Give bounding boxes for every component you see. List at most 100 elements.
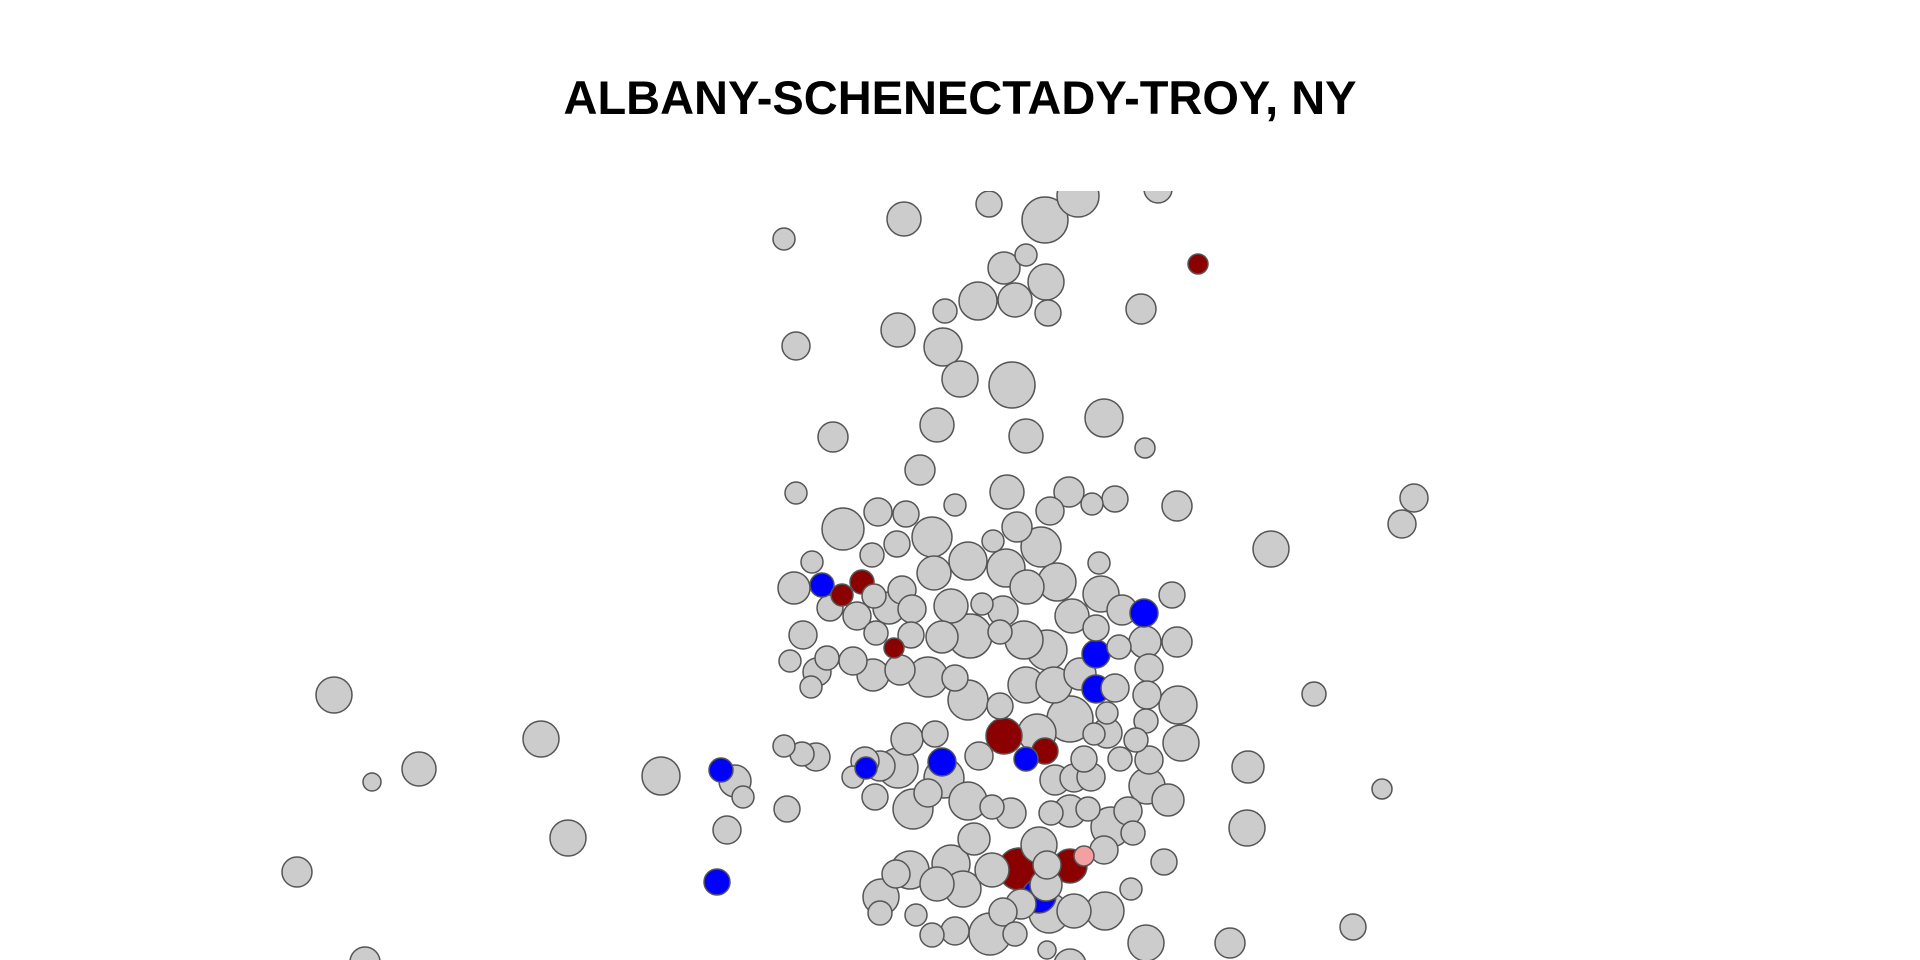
bubble-neutral: [1014, 243, 1038, 267]
bubble-neutral: [867, 900, 893, 926]
bubble-neutral: [916, 555, 952, 591]
bubble-neutral: [731, 785, 755, 809]
bubble-neutral: [1054, 598, 1090, 634]
bubble-neutral: [964, 741, 994, 771]
bubble-neutral: [1158, 685, 1198, 725]
bubble-neutral: [362, 772, 382, 792]
bubble-neutral: [911, 516, 953, 558]
bubble-neutral: [781, 331, 811, 361]
bubble-neutral: [1100, 673, 1130, 703]
bubble-neutral: [957, 822, 991, 856]
bubble-neutral: [315, 676, 353, 714]
bubble-neutral: [1371, 778, 1393, 800]
bubble-neutral: [281, 856, 313, 888]
bubble-neutral: [1119, 877, 1143, 901]
bubble-neutral: [1106, 634, 1132, 660]
bubble-neutral: [1035, 496, 1065, 526]
bubble-neutral: [772, 734, 796, 758]
bubble-neutral: [892, 500, 920, 528]
bubble-neutral: [861, 783, 889, 811]
bubble-neutral: [1002, 921, 1028, 947]
bubble-blue: [703, 868, 731, 896]
bubble-neutral: [958, 281, 998, 321]
bubble-neutral: [1151, 783, 1185, 817]
bubble-neutral: [1080, 492, 1104, 516]
bubble-neutral: [1054, 948, 1086, 960]
bubble-neutral: [1150, 848, 1178, 876]
bubble-neutral: [943, 493, 967, 517]
bubble-neutral: [799, 675, 823, 699]
bubble-neutral: [913, 778, 943, 808]
bubble-neutral: [863, 497, 893, 527]
bubble-neutral: [777, 571, 811, 605]
bubble-light-red: [1073, 845, 1095, 867]
bubble-neutral: [1053, 476, 1085, 508]
bubble-neutral: [1387, 509, 1417, 539]
bubble-blue: [708, 757, 734, 783]
bubble-neutral: [997, 282, 1033, 318]
bubble-neutral: [919, 866, 955, 902]
bubble-neutral: [970, 592, 994, 616]
bubble-neutral: [1252, 530, 1290, 568]
bubble-neutral: [1082, 722, 1106, 746]
bubble-neutral: [778, 649, 802, 673]
bubble-neutral: [1009, 569, 1045, 605]
bubble-neutral: [842, 601, 872, 631]
bubble-dark-red: [1187, 253, 1209, 275]
bubble-neutral: [1075, 796, 1101, 822]
bubble-neutral: [1021, 196, 1069, 244]
bubble-neutral: [1032, 850, 1062, 880]
bubble-neutral: [988, 361, 1036, 409]
bubble-blue: [1129, 598, 1159, 628]
bubble-neutral: [1231, 750, 1265, 784]
bubble-neutral: [788, 620, 818, 650]
bubble-neutral: [1143, 191, 1173, 204]
bubble-neutral: [925, 620, 959, 654]
bubble-blue: [1013, 746, 1039, 772]
bubble-neutral: [814, 645, 840, 671]
bubble-neutral: [1134, 745, 1164, 775]
bubble-neutral: [1120, 820, 1146, 846]
bubble-neutral: [863, 620, 889, 646]
bubble-neutral: [1095, 701, 1119, 725]
bubble-neutral: [986, 692, 1014, 720]
bubble-neutral: [1161, 490, 1193, 522]
bubble-dark-red: [883, 637, 905, 659]
bubble-neutral: [919, 922, 945, 948]
bubble-neutral: [1214, 927, 1246, 959]
bubble-neutral: [975, 191, 1003, 218]
bubble-neutral: [890, 722, 924, 756]
bubble-neutral: [1113, 796, 1143, 826]
bubble-neutral: [988, 897, 1018, 927]
bubble-neutral: [1020, 526, 1062, 568]
bubble-neutral: [1008, 418, 1044, 454]
bubble-neutral: [921, 720, 949, 748]
bubble-neutral: [1134, 653, 1164, 683]
bubble-neutral: [522, 720, 560, 758]
bubble-neutral: [881, 859, 911, 889]
bubble-neutral: [1084, 398, 1124, 438]
bubble-neutral: [1038, 800, 1064, 826]
bubble-neutral: [1034, 299, 1062, 327]
bubble-neutral: [817, 421, 849, 453]
bubble-neutral: [919, 407, 955, 443]
bubble-neutral: [1107, 746, 1133, 772]
bubble-neutral: [886, 201, 922, 237]
bubble-neutral: [1089, 835, 1119, 865]
bubble-neutral: [549, 819, 587, 857]
bubble-neutral: [773, 795, 801, 823]
bubble-neutral: [1101, 485, 1129, 513]
bubble-neutral: [784, 481, 808, 505]
bubble-neutral: [1158, 581, 1186, 609]
bubble-neutral: [1134, 437, 1156, 459]
bubble-neutral: [401, 751, 437, 787]
bubble-neutral: [800, 550, 824, 574]
bubble-neutral: [1087, 551, 1111, 575]
bubble-neutral: [1301, 681, 1327, 707]
bubble-neutral: [838, 646, 868, 676]
bubble-neutral: [1125, 293, 1157, 325]
bubble-neutral: [861, 583, 887, 609]
bubble-neutral: [933, 588, 969, 624]
bubble-neutral: [641, 756, 681, 796]
bubble-neutral: [1082, 614, 1110, 642]
